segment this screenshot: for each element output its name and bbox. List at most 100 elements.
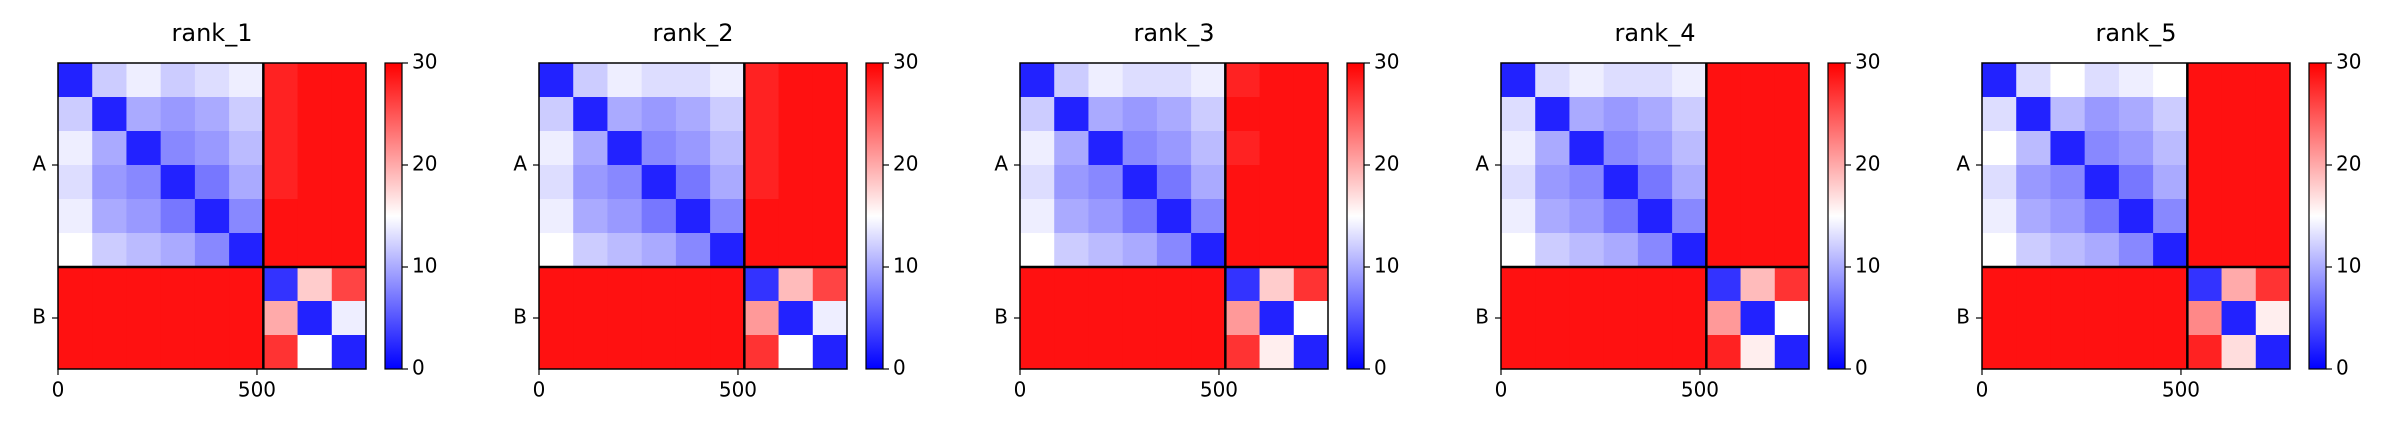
heatmap-cell <box>2016 267 2051 302</box>
colorbar-tick-label: 0 <box>2336 356 2349 380</box>
heatmap-cell <box>744 131 780 166</box>
heatmap-cell <box>2221 97 2257 132</box>
heatmap-cell <box>1774 165 1810 200</box>
colorbar-tick-label: 20 <box>2336 152 2361 176</box>
heatmap-cell <box>1706 335 1742 370</box>
heatmap-cell <box>160 199 196 234</box>
heatmap-cell <box>2016 131 2051 166</box>
heatmap-cell <box>1191 301 1226 336</box>
heatmap-cell <box>2050 131 2086 166</box>
heatmap-cell <box>675 267 711 302</box>
heatmap-cell <box>1191 267 1226 302</box>
heatmap-cell <box>1088 165 1124 200</box>
heatmap-cell <box>58 131 93 166</box>
heatmap-cell <box>2255 267 2291 302</box>
y-tick-label: B <box>513 305 527 329</box>
heatmap-cell <box>539 301 574 336</box>
heatmap-cell <box>573 165 608 200</box>
heatmap-cell <box>1982 131 2017 166</box>
heatmap-cell <box>194 63 230 98</box>
heatmap-cell <box>607 335 643 370</box>
heatmap-cell <box>539 233 574 268</box>
y-tick-label: B <box>1956 305 1970 329</box>
heatmap-cell <box>744 97 780 132</box>
heatmap-cell <box>1122 63 1158 98</box>
heatmap-cell <box>126 131 162 166</box>
heatmap-cell <box>641 267 677 302</box>
heatmap-cell <box>1774 267 1810 302</box>
heatmap-cell <box>92 131 127 166</box>
heatmap-cell <box>297 267 333 302</box>
x-tick-label: 500 <box>1681 378 1719 402</box>
heatmap-cell <box>1501 131 1536 166</box>
heatmap-cell <box>2084 301 2120 336</box>
colorbar-tick-label: 0 <box>893 356 906 380</box>
heatmap-cell <box>778 301 814 336</box>
panel-title: rank_1 <box>172 19 253 47</box>
plot-frame <box>538 62 848 370</box>
heatmap-cell <box>1982 165 2017 200</box>
heatmap-cell <box>331 63 367 98</box>
heatmap-cell <box>160 233 196 268</box>
plot-frame <box>1500 62 1810 370</box>
heatmap-cell <box>229 335 264 370</box>
heatmap-cell <box>2255 165 2291 200</box>
heatmap-cell <box>1020 233 1055 268</box>
heatmap-cell <box>2255 131 2291 166</box>
heatmap-cell <box>2084 199 2120 234</box>
heatmap-cell <box>2187 199 2223 234</box>
heatmap-cell <box>539 199 574 234</box>
heatmap-cell <box>1191 165 1226 200</box>
heatmap-cell <box>1637 63 1673 98</box>
x-tick-label: 500 <box>1200 378 1238 402</box>
heatmap-cell <box>2153 233 2188 268</box>
colorbar-tick-label: 30 <box>893 50 918 74</box>
heatmap-cell <box>160 165 196 200</box>
heatmap-cell <box>573 97 608 132</box>
heatmap-cell <box>2016 301 2051 336</box>
heatmap-cell <box>1535 165 1570 200</box>
heatmap-cell <box>1191 335 1226 370</box>
heatmap-cell <box>778 199 814 234</box>
heatmap-cell <box>2050 335 2086 370</box>
y-tick-label: A <box>1475 152 1489 176</box>
heatmap-cell <box>607 97 643 132</box>
heatmap-cell <box>539 165 574 200</box>
x-tick-label: 0 <box>1495 378 1508 402</box>
heatmap-cell <box>1740 199 1776 234</box>
heatmap-cell <box>2255 301 2291 336</box>
heatmap-cell <box>675 199 711 234</box>
heatmap-cell <box>812 97 848 132</box>
heatmap-cell <box>2084 131 2120 166</box>
heatmap-cell <box>1740 131 1776 166</box>
colorbar <box>865 62 884 370</box>
heatmap-cell <box>607 199 643 234</box>
heatmap-cell <box>194 131 230 166</box>
heatmap-cell <box>1259 233 1295 268</box>
heatmap-cell <box>1293 165 1329 200</box>
plot-frame <box>1981 62 2291 370</box>
heatmap-cell <box>2221 233 2257 268</box>
heatmap-cell <box>297 335 333 370</box>
heatmap-cell <box>1122 233 1158 268</box>
heatmap-cell <box>1259 199 1295 234</box>
heatmap-cell <box>1259 97 1295 132</box>
heatmap-cell <box>1706 267 1742 302</box>
heatmap-cell <box>126 267 162 302</box>
heatmap-cell <box>1122 199 1158 234</box>
heatmap-cell <box>2221 165 2257 200</box>
heatmap-cell <box>229 301 264 336</box>
heatmap-cell <box>1569 233 1605 268</box>
colorbar <box>2308 62 2327 370</box>
heatmap-cell <box>1225 63 1261 98</box>
heatmap-cell <box>1088 97 1124 132</box>
heatmap-cell <box>1706 165 1742 200</box>
heatmap-cell <box>1259 131 1295 166</box>
heatmap-cell <box>812 199 848 234</box>
heatmap-cell <box>263 131 299 166</box>
heatmap-cell <box>1706 233 1742 268</box>
heatmap-cell <box>58 165 93 200</box>
heatmap-cell <box>539 97 574 132</box>
heatmap-cell <box>2118 233 2154 268</box>
